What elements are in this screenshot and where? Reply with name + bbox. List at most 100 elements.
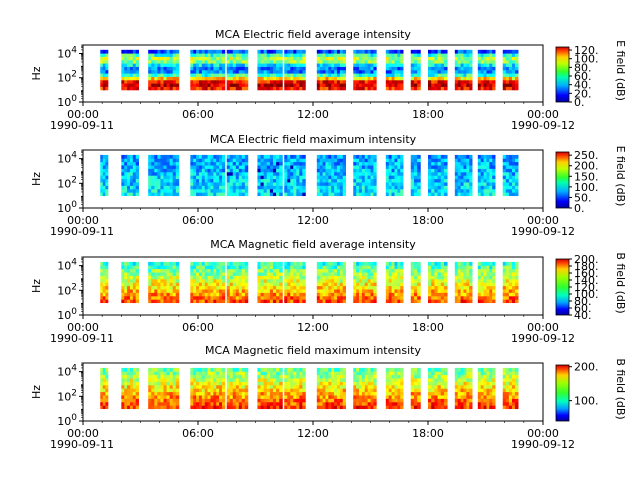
spectrogram-cell bbox=[342, 79, 346, 84]
spectrogram-cell bbox=[290, 405, 294, 410]
spectrogram-cell bbox=[157, 395, 161, 399]
spectrogram-cell bbox=[502, 69, 507, 74]
spectrogram-cell bbox=[394, 171, 398, 176]
spectrogram-cell bbox=[413, 59, 418, 64]
spectrogram-cell bbox=[502, 289, 507, 293]
spectrogram-cell bbox=[263, 59, 268, 64]
spectrogram-cell bbox=[511, 272, 516, 276]
spectrogram-cell bbox=[336, 395, 341, 399]
spectrogram-cell bbox=[373, 49, 377, 54]
spectrogram-cell bbox=[287, 171, 291, 176]
spectrogram-cell bbox=[279, 395, 283, 399]
spectrogram-cell bbox=[163, 374, 167, 379]
spectrogram-cell bbox=[284, 158, 288, 163]
spectrogram-cell bbox=[361, 381, 366, 386]
spectrogram-cell bbox=[287, 378, 291, 382]
spectrogram-cell bbox=[417, 83, 421, 87]
spectrogram-cell bbox=[196, 73, 200, 77]
spectrogram-cell bbox=[190, 175, 194, 180]
spectrogram-cell bbox=[151, 175, 155, 180]
spectrogram-cell bbox=[102, 171, 106, 176]
spectrogram-cell bbox=[489, 292, 493, 297]
spectrogram-cell bbox=[296, 182, 300, 186]
spectrogram-cell bbox=[241, 395, 246, 399]
spectrogram-cell bbox=[175, 381, 180, 386]
spectrogram-cell bbox=[385, 154, 390, 159]
spectrogram-cell bbox=[400, 391, 404, 396]
spectrogram-cell bbox=[290, 83, 294, 87]
spectrogram-cell bbox=[257, 158, 261, 163]
spectrogram-cell bbox=[154, 282, 158, 287]
spectrogram-cell bbox=[443, 289, 448, 293]
spectrogram-cell bbox=[367, 378, 371, 382]
spectrogram-cell bbox=[460, 63, 464, 67]
spectrogram-cell bbox=[511, 161, 516, 166]
spectrogram-cell bbox=[235, 261, 240, 266]
spectrogram-cell bbox=[486, 261, 490, 266]
spectrogram-cell bbox=[190, 374, 194, 379]
spectrogram-cell bbox=[244, 76, 249, 81]
spectrogram-cell bbox=[135, 168, 139, 173]
spectrogram-cell bbox=[417, 188, 421, 193]
spectrogram-cell bbox=[157, 292, 161, 297]
spectrogram-cell bbox=[356, 171, 360, 176]
spectrogram-cell bbox=[260, 285, 265, 290]
spectrogram-cell bbox=[463, 79, 467, 84]
spectrogram-cell bbox=[293, 182, 297, 186]
spectrogram-cell bbox=[105, 73, 109, 77]
spectrogram-cell bbox=[124, 66, 128, 71]
spectrogram-cell bbox=[193, 188, 197, 193]
spectrogram-cell bbox=[172, 405, 177, 410]
spectrogram-cell bbox=[322, 165, 326, 169]
spectrogram-cell bbox=[210, 63, 214, 67]
spectrogram-cell bbox=[269, 289, 274, 293]
spectrogram-cell bbox=[260, 76, 265, 81]
spectrogram-cell bbox=[410, 56, 415, 61]
spectrogram-cell bbox=[121, 188, 125, 193]
spectrogram-cell bbox=[266, 295, 271, 300]
spectrogram-cell bbox=[127, 49, 131, 54]
spectrogram-cell bbox=[486, 79, 490, 84]
spectrogram-cell bbox=[193, 178, 197, 183]
spectrogram-cell bbox=[193, 73, 197, 77]
spectrogram-cell bbox=[373, 272, 377, 276]
spectrogram-cell bbox=[322, 161, 326, 166]
spectrogram-cell bbox=[367, 53, 371, 57]
spectrogram-cell bbox=[316, 405, 321, 410]
spectrogram-cell bbox=[272, 278, 277, 283]
spectrogram-cell bbox=[293, 76, 297, 81]
spectrogram-cell bbox=[154, 272, 158, 276]
spectrogram-cell bbox=[477, 53, 482, 57]
spectrogram-cell bbox=[466, 154, 470, 159]
spectrogram-cell bbox=[342, 378, 346, 382]
spectrogram-cell bbox=[342, 384, 346, 389]
colorbar-tick-label: 180. bbox=[574, 260, 599, 273]
spectrogram-cell bbox=[457, 66, 461, 71]
spectrogram-cell bbox=[431, 165, 435, 169]
spectrogram-cell bbox=[279, 289, 283, 293]
spectrogram-cell bbox=[299, 299, 303, 304]
spectrogram-block bbox=[226, 49, 249, 91]
spectrogram-cell bbox=[331, 388, 335, 393]
spectrogram-cell bbox=[302, 192, 306, 197]
spectrogram-cell bbox=[359, 185, 363, 190]
spectrogram-cell bbox=[166, 69, 171, 74]
spectrogram-cell bbox=[260, 398, 265, 403]
spectrogram-cell bbox=[166, 401, 171, 406]
spectrogram-cell bbox=[204, 295, 208, 300]
spectrogram-cell bbox=[400, 381, 404, 386]
spectrogram-cell bbox=[486, 299, 490, 304]
spectrogram-cell bbox=[257, 83, 261, 87]
spectrogram-cell bbox=[361, 53, 366, 57]
spectrogram-cell bbox=[463, 295, 467, 300]
spectrogram-cell bbox=[166, 384, 171, 389]
spectrogram-cell bbox=[483, 83, 487, 87]
spectrogram-cell bbox=[489, 261, 493, 266]
spectrogram-cell bbox=[276, 401, 280, 406]
spectrogram-cell bbox=[322, 158, 326, 163]
spectrogram-cell bbox=[129, 388, 134, 393]
spectrogram-cell bbox=[213, 278, 217, 283]
spectrogram-cell bbox=[443, 59, 448, 64]
spectrogram-cell bbox=[196, 398, 200, 403]
spectrogram-cell bbox=[226, 388, 231, 393]
